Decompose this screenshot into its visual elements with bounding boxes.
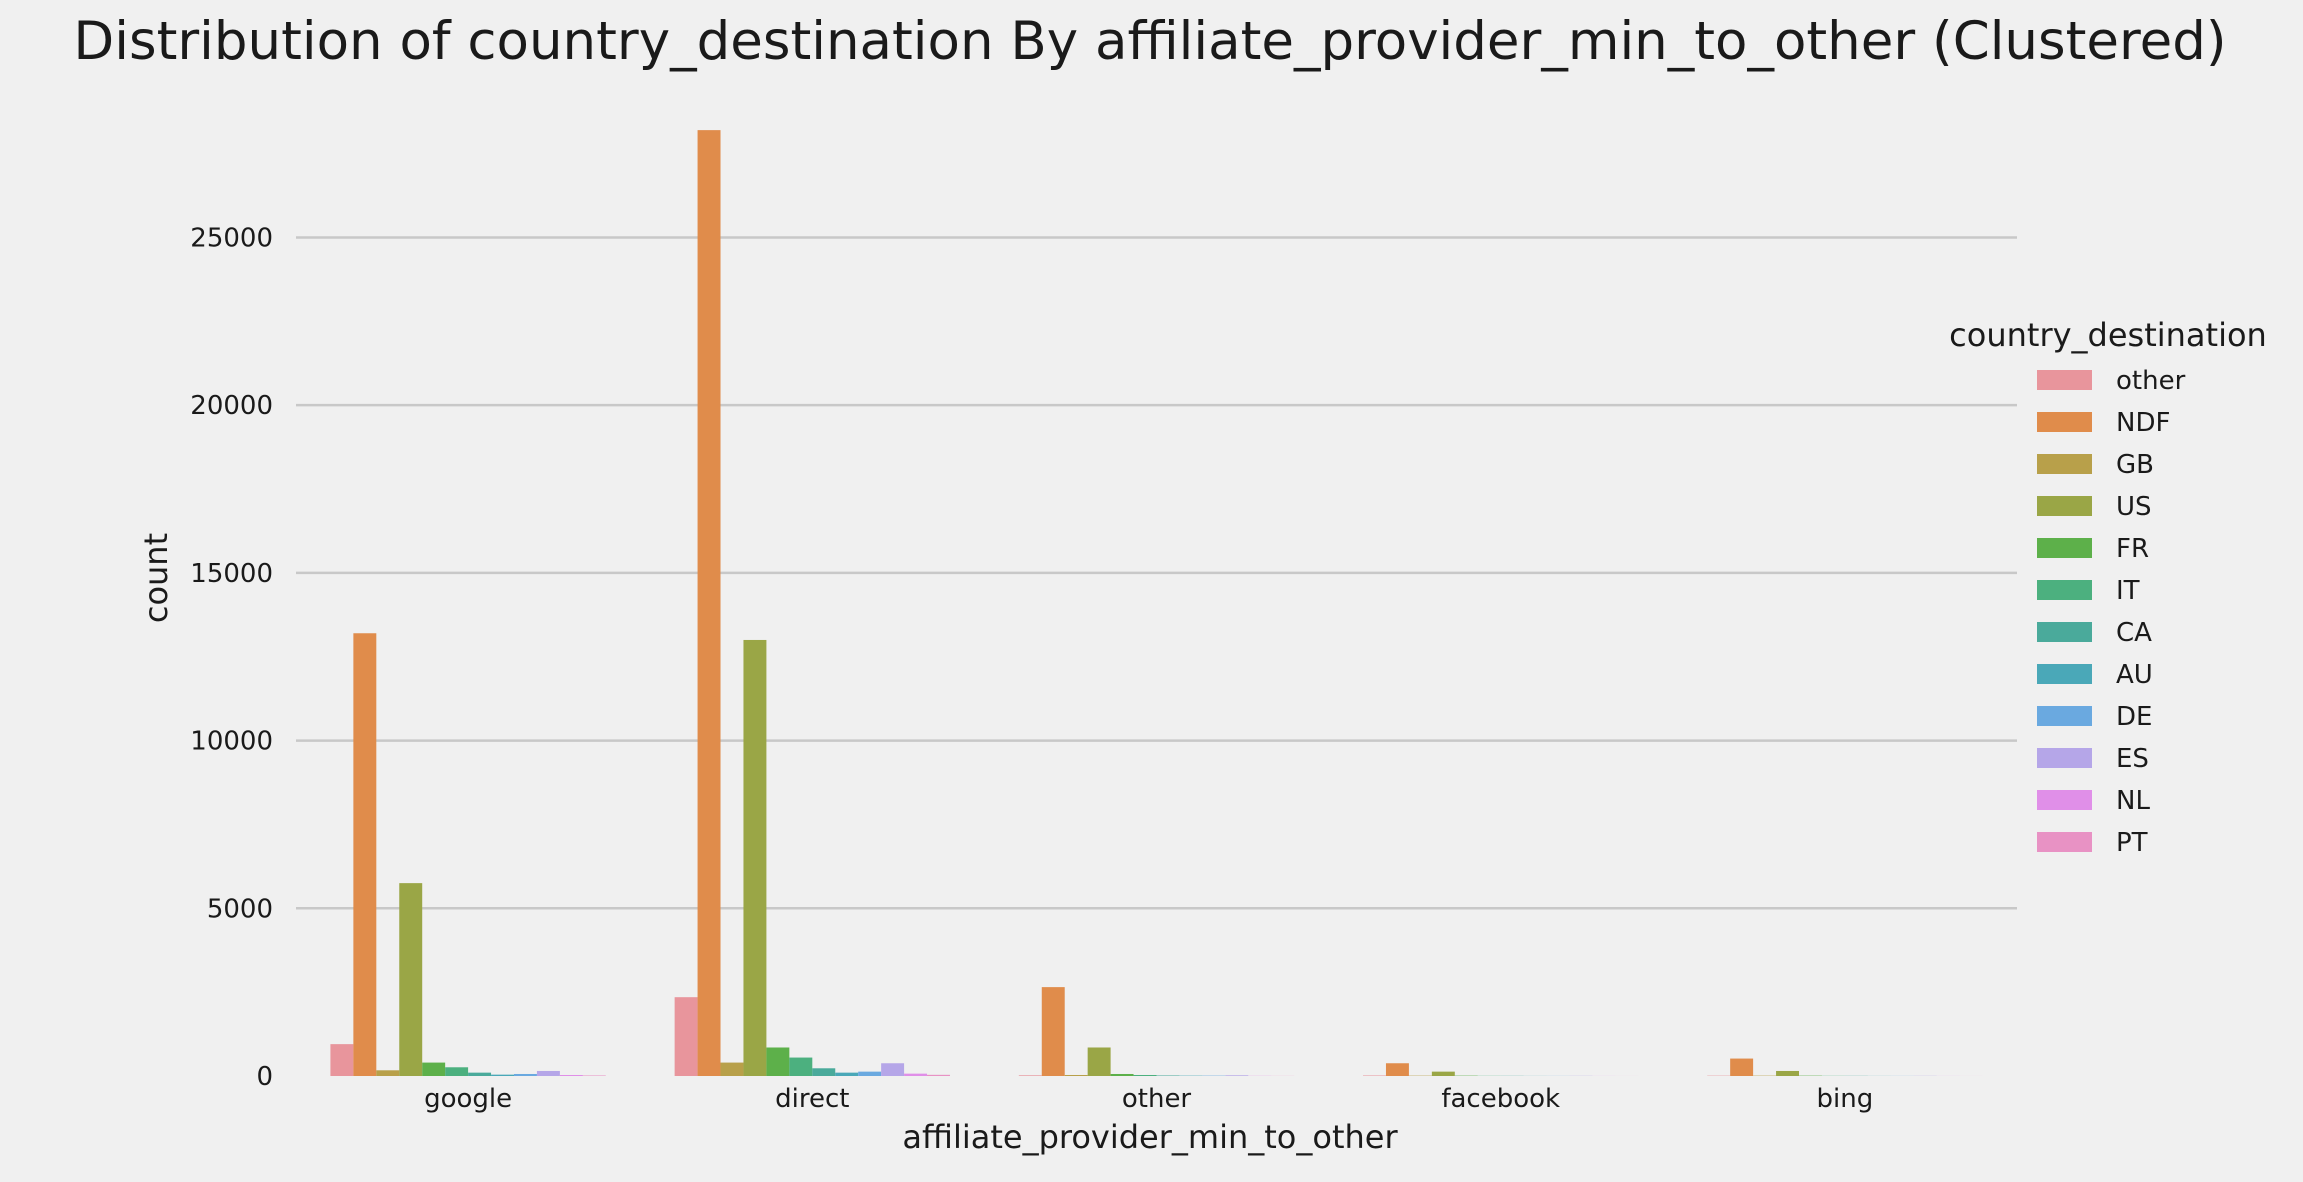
x-tick-label: direct [775, 1084, 849, 1114]
legend-label: IT [2116, 576, 2140, 606]
bar [376, 1070, 399, 1076]
y-tick-label: 25000 [190, 223, 273, 253]
legend-swatch [2037, 580, 2092, 600]
bar [812, 1068, 835, 1076]
legend-swatch [2037, 706, 2092, 726]
bar [330, 1044, 353, 1076]
bar [422, 1063, 445, 1076]
bar [835, 1073, 858, 1076]
legend-swatch [2037, 370, 2092, 390]
bar [698, 130, 721, 1076]
bar [1776, 1071, 1799, 1076]
legend-swatch [2037, 622, 2092, 642]
grid-lines [296, 237, 2017, 908]
bar [399, 883, 422, 1076]
bar [1088, 1047, 1111, 1076]
y-tick-label: 5000 [207, 894, 273, 924]
x-tick-label: bing [1817, 1084, 1874, 1114]
y-axis-ticks: 0 5000 10000 15000 20000 25000 [190, 223, 273, 1092]
bar [743, 640, 766, 1076]
bar [583, 1075, 606, 1076]
bar [1042, 987, 1065, 1076]
bar [1730, 1059, 1753, 1076]
bar [1432, 1072, 1455, 1076]
x-tick-label: facebook [1441, 1084, 1560, 1114]
legend-label: DE [2116, 702, 2152, 732]
legend-label: US [2116, 492, 2152, 522]
bar [491, 1075, 514, 1076]
bar [560, 1075, 583, 1076]
bar [1065, 1075, 1088, 1076]
legend-swatch [2037, 496, 2092, 516]
x-axis-ticks: google direct other facebook bing [424, 1084, 1873, 1114]
bar [789, 1058, 812, 1076]
bar [445, 1067, 468, 1076]
legend-swatch [2037, 538, 2092, 558]
chart-title: Distribution of country_destination By a… [73, 11, 2226, 72]
bar [1134, 1075, 1157, 1076]
bar [1386, 1063, 1409, 1076]
y-tick-label: 10000 [190, 727, 273, 757]
y-tick-label: 0 [256, 1062, 273, 1092]
bar [927, 1075, 950, 1076]
bar [1019, 1075, 1042, 1076]
bar [766, 1047, 789, 1076]
x-axis-label: affiliate_provider_min_to_other [902, 1118, 1398, 1156]
y-axis-label: count [137, 533, 175, 623]
bar [904, 1074, 927, 1076]
legend-label: other [2116, 366, 2186, 396]
legend-swatch [2037, 412, 2092, 432]
legend-swatch [2037, 832, 2092, 852]
legend-swatch [2037, 454, 2092, 474]
legend-label: NL [2116, 786, 2150, 816]
legend-label: PT [2116, 828, 2148, 858]
legend-label: NDF [2116, 408, 2170, 438]
legend-label: AU [2116, 660, 2153, 690]
bar [881, 1063, 904, 1076]
legend: country_destination other NDF GB US FR IT CA AU… [1949, 316, 2267, 858]
x-tick-label: google [424, 1084, 512, 1114]
y-tick-label: 15000 [190, 559, 273, 589]
bar [858, 1072, 881, 1076]
bar [1111, 1074, 1134, 1076]
bar [537, 1071, 560, 1076]
bar [1363, 1075, 1386, 1076]
legend-label: CA [2116, 618, 2152, 648]
bar [721, 1063, 744, 1076]
bar [468, 1073, 491, 1076]
bar [1225, 1075, 1248, 1076]
legend-swatch [2037, 664, 2092, 684]
x-tick-label: other [1122, 1084, 1192, 1114]
bar [353, 633, 376, 1076]
legend-title: country_destination [1949, 316, 2267, 354]
legend-label: ES [2116, 744, 2149, 774]
legend-label: GB [2116, 450, 2154, 480]
bars [330, 130, 1982, 1076]
y-tick-label: 20000 [190, 391, 273, 421]
bar [675, 997, 698, 1076]
legend-label: FR [2116, 534, 2149, 564]
legend-swatch [2037, 748, 2092, 768]
bar [514, 1074, 537, 1076]
bar [1157, 1075, 1180, 1076]
legend-swatch [2037, 790, 2092, 810]
